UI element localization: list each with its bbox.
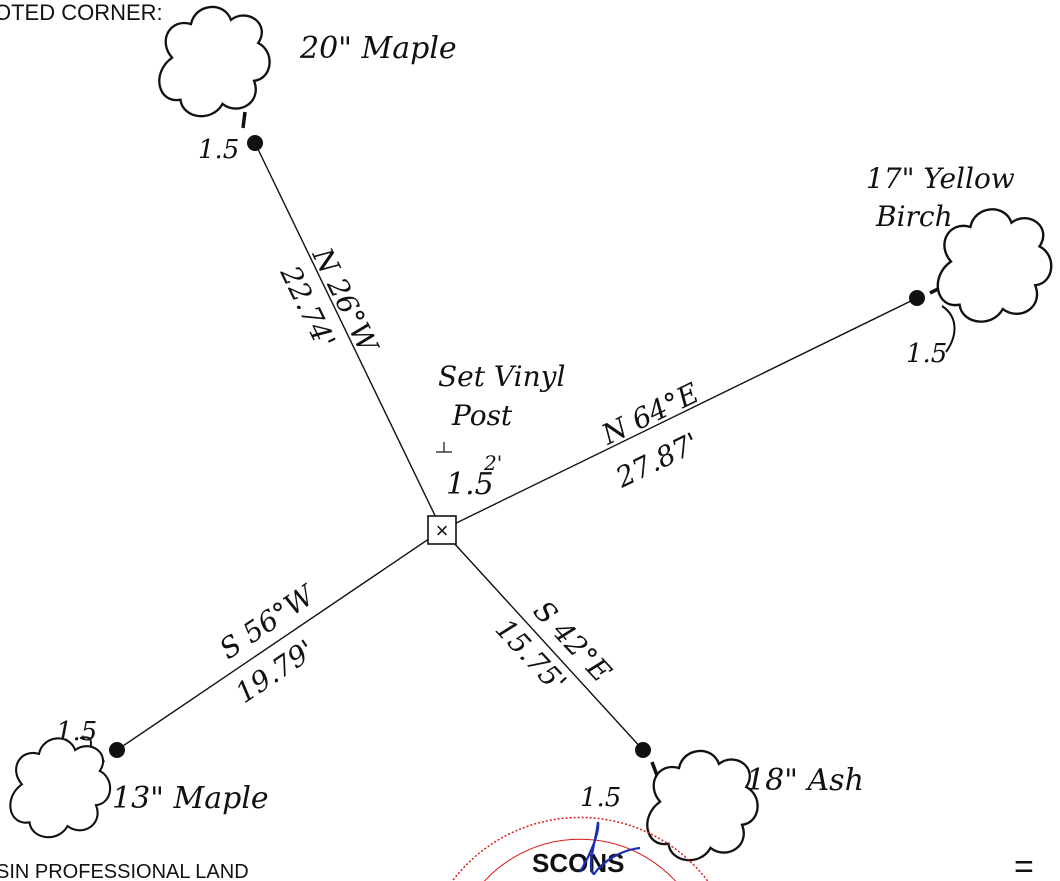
center-label-line1: Set Vinyl bbox=[438, 360, 565, 393]
tree-ne-label-line1: 17" Yellow bbox=[866, 162, 1015, 195]
center-height-exp: 2' bbox=[483, 451, 502, 475]
header-text: OTED CORNER: bbox=[0, 0, 163, 25]
footer-text: SIN PROFESSIONAL LAND bbox=[0, 861, 249, 881]
footer-mark: = bbox=[1014, 848, 1034, 881]
tie-line-sw bbox=[116, 529, 443, 751]
tree-sw-label: 13" Maple bbox=[112, 781, 269, 816]
tie-point-ne bbox=[909, 290, 925, 306]
tree-nw-icon bbox=[158, 5, 271, 118]
tie-point-nw bbox=[247, 135, 263, 151]
tree-nw-label: 20" Maple bbox=[299, 31, 457, 66]
signature-icon bbox=[579, 821, 641, 876]
tie-line-ne bbox=[441, 297, 918, 531]
tie-line-se bbox=[441, 529, 644, 751]
vinyl-post-symbol: × bbox=[427, 515, 457, 545]
tree-ne-icon bbox=[936, 208, 1053, 323]
post-x-mark: × bbox=[436, 518, 449, 543]
tie-point-se bbox=[635, 742, 651, 758]
tree-se-icon bbox=[646, 749, 759, 862]
center-label-line2: Post bbox=[451, 399, 513, 432]
offset-se: 1.5 bbox=[580, 783, 621, 813]
tree-se-label: 18" Ash bbox=[746, 763, 864, 798]
offset-tick-nw bbox=[241, 111, 247, 129]
offset-nw: 1.5 bbox=[198, 135, 239, 165]
offset-ne: 1.5 bbox=[906, 339, 947, 369]
tie-point-sw bbox=[109, 742, 125, 758]
tree-ne-label-line2: Birch bbox=[875, 200, 953, 233]
offset-leader-ne bbox=[941, 305, 956, 353]
tree-sw-icon bbox=[9, 737, 112, 839]
surveyor-seal: SCONS bbox=[451, 816, 709, 881]
seal-text: SCONS bbox=[532, 848, 624, 878]
center-height-label: 1.5 bbox=[446, 467, 494, 502]
tie-line-nw bbox=[254, 142, 443, 531]
